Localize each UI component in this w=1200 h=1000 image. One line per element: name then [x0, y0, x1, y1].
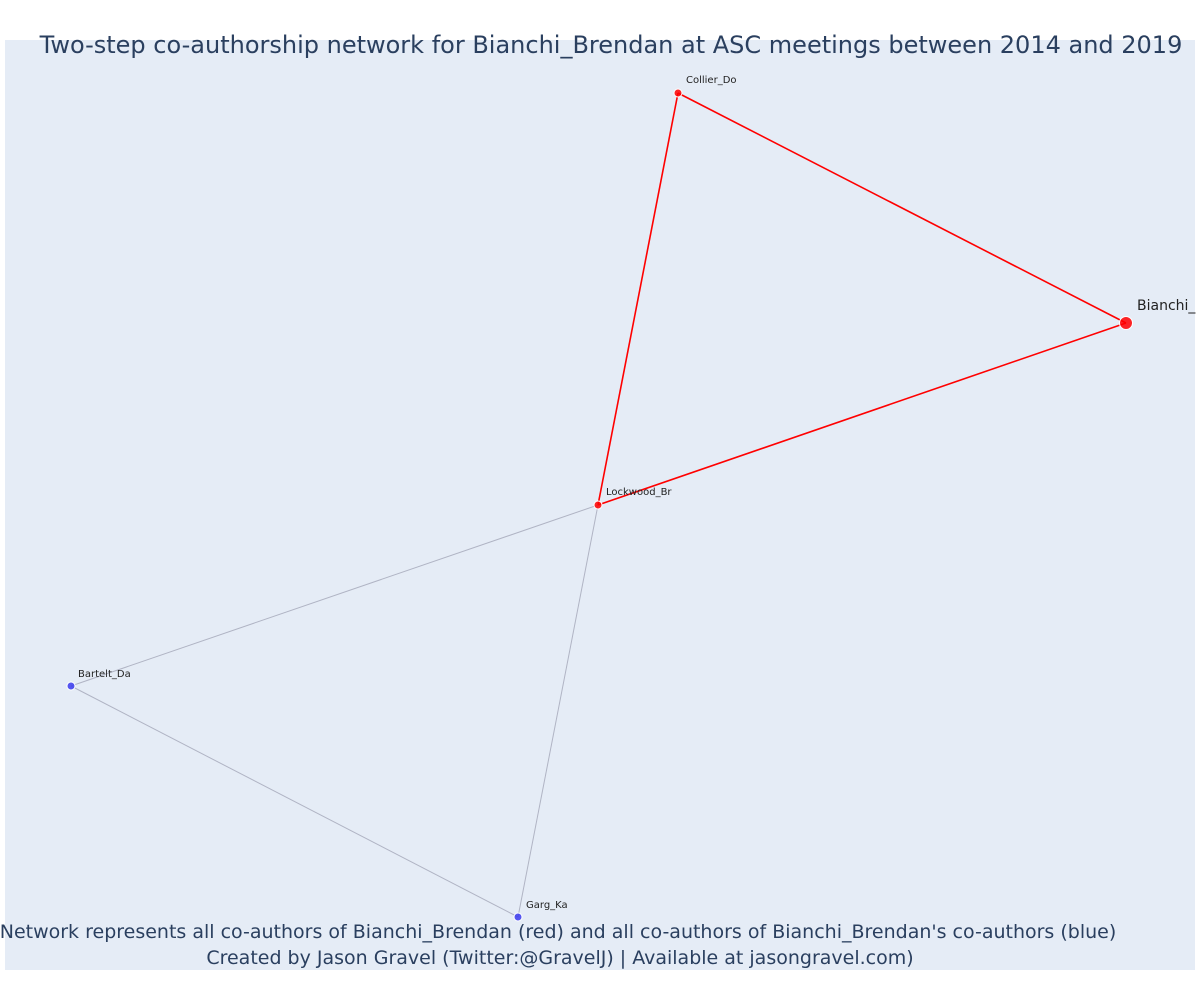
node-bianchi-brendan[interactable] [1119, 316, 1133, 330]
nodes-layer [66, 88, 1133, 922]
network-description: Network represents all co-authors of Bia… [0, 921, 1116, 943]
chart-title: Two-step co-authorship network for Bianc… [39, 31, 1183, 59]
edge-bartelt-da-garg-ka [70, 685, 519, 918]
labels-layer: Bianchi_ Collier_Do Lockwood_Br Bartelt_Da G… [78, 75, 1196, 911]
node-bartelt-da[interactable] [66, 681, 76, 691]
node-lockwood-br[interactable] [593, 500, 603, 510]
edge-lockwood-br-garg-ka [517, 504, 599, 918]
node-label-bartelt-da: Bartelt_Da [78, 669, 131, 680]
credit-line: Created by Jason Gravel (Twitter:@Gravel… [206, 947, 913, 969]
node-collier-do[interactable] [673, 88, 683, 98]
edge-lockwood-br-bianchi-brendan [597, 322, 1127, 506]
edges-layer [70, 92, 1127, 918]
node-label-garg-ka: Garg_Ka [526, 900, 568, 911]
node-label-lockwood-br: Lockwood_Br [606, 487, 672, 498]
edge-collier-do-bianchi-brendan [677, 92, 1127, 324]
edge-collier-do-lockwood-br [597, 92, 679, 506]
edge-lockwood-br-bartelt-da [70, 504, 599, 687]
node-label-collier-do: Collier_Do [686, 75, 737, 86]
node-garg-ka[interactable] [513, 912, 523, 922]
node-label-bianchi-brendan: Bianchi_ [1137, 298, 1196, 314]
